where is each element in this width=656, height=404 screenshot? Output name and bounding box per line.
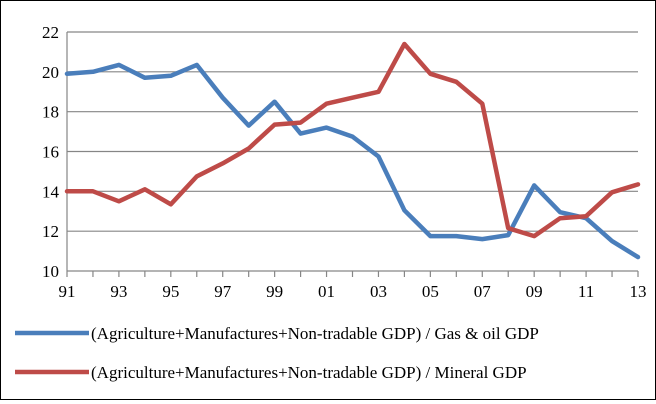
y-tick-label: 16: [42, 143, 59, 162]
y-tick-label: 18: [42, 103, 59, 122]
legend: (Agriculture+Manufactures+Non-tradable G…: [15, 324, 539, 382]
x-tick-label: 11: [578, 282, 594, 301]
x-tick-label: 05: [422, 282, 439, 301]
x-tick-label: 93: [110, 282, 127, 301]
series-line-2: [64, 41, 641, 239]
x-tick-label: 95: [162, 282, 179, 301]
x-tick-label: 91: [59, 282, 76, 301]
axes: [66, 32, 639, 277]
series-lines: [64, 41, 641, 260]
x-tick-label: 07: [474, 282, 492, 301]
x-tick-label: 99: [266, 282, 283, 301]
x-tick-label: 13: [630, 282, 647, 301]
y-tick-label: 22: [42, 23, 59, 42]
x-tick-label: 97: [214, 282, 232, 301]
x-tick-label: 03: [370, 282, 387, 301]
y-tick-labels: 10 12 14 16 18 20 22: [42, 23, 60, 281]
x-tick-labels: 91 93 95 97 99 01 03 05 07 09 11 13: [59, 282, 647, 301]
y-tick-label: 20: [42, 63, 59, 82]
y-tick-label: 12: [42, 222, 59, 241]
legend-label-1: (Agriculture+Manufactures+Non-tradable G…: [91, 324, 539, 343]
x-tick-label: 01: [318, 282, 335, 301]
series-line-1: [64, 62, 641, 260]
legend-label-2: (Agriculture+Manufactures+Non-tradable G…: [91, 363, 527, 382]
y-tick-label: 14: [42, 182, 60, 201]
x-tick-label: 09: [526, 282, 543, 301]
y-tick-label: 10: [42, 262, 59, 281]
